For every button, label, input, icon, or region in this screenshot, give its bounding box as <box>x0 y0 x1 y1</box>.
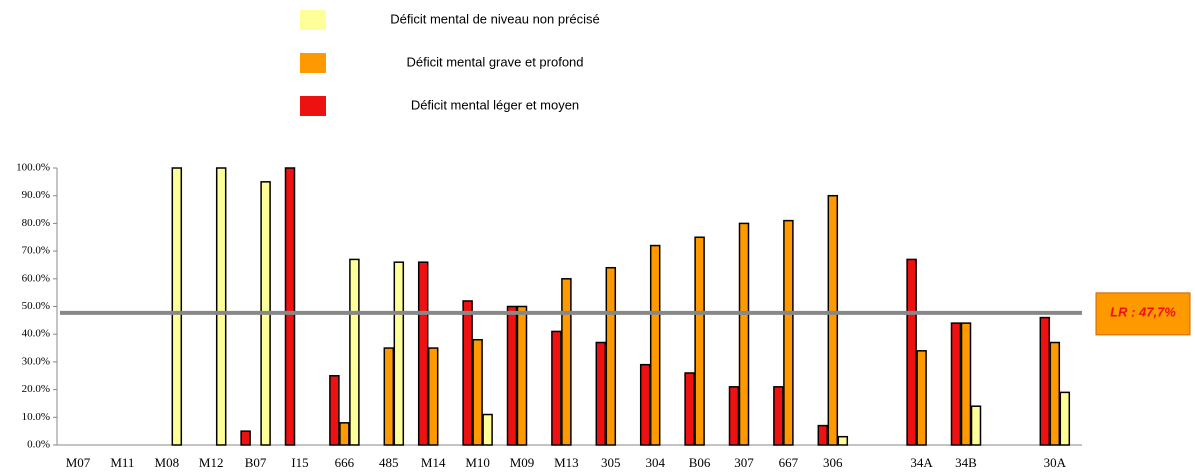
bar <box>284 167 296 446</box>
bar <box>649 244 661 446</box>
bar <box>970 405 982 446</box>
x-tick-label: 34B <box>955 455 977 470</box>
x-tick-label: 666 <box>335 455 355 470</box>
x-tick-label: 667 <box>779 455 799 470</box>
bar <box>516 305 528 446</box>
x-tick-label: M10 <box>465 455 490 470</box>
bar <box>837 435 849 446</box>
bar <box>684 372 695 446</box>
bar <box>349 258 360 446</box>
y-tick-label: 90.0% <box>22 189 50 201</box>
y-tick-label: 20.0% <box>22 383 50 395</box>
x-tick-label: 306 <box>823 455 843 470</box>
bar <box>595 341 607 446</box>
bar <box>950 322 962 446</box>
bar <box>1039 316 1051 446</box>
x-tick-label: I15 <box>291 455 308 470</box>
bar <box>783 219 794 446</box>
bar <box>393 261 405 446</box>
bar <box>728 386 740 446</box>
bar <box>329 375 340 446</box>
bar <box>1059 391 1071 446</box>
bar <box>482 413 493 446</box>
bar <box>506 305 518 446</box>
y-tick-label: 0.0% <box>27 439 50 451</box>
bar <box>561 278 572 446</box>
bar <box>472 338 483 446</box>
x-tick-label: M13 <box>554 455 579 470</box>
x-tick-label: M11 <box>110 455 134 470</box>
bar <box>605 266 617 446</box>
y-tick-label: 10.0% <box>22 411 50 423</box>
bar <box>738 222 750 446</box>
y-tick-label: 70.0% <box>22 245 50 257</box>
x-tick-label: 34A <box>910 455 933 470</box>
bar <box>240 430 251 446</box>
x-tick-label: B06 <box>689 455 711 470</box>
bar <box>960 322 972 446</box>
legend-swatch <box>300 10 326 30</box>
legend-label: Déficit mental de niveau non précisé <box>390 11 600 26</box>
x-tick-label: M12 <box>199 455 224 470</box>
bar <box>462 300 473 446</box>
bar <box>383 347 395 446</box>
bar <box>551 330 562 446</box>
legend-swatch <box>300 53 326 73</box>
bar <box>215 167 227 446</box>
bar <box>417 261 429 446</box>
y-tick-label: 40.0% <box>22 328 50 340</box>
x-tick-label: M08 <box>155 455 180 470</box>
x-tick-label: M09 <box>510 455 535 470</box>
y-tick-label: 60.0% <box>22 272 50 284</box>
bar <box>427 347 439 446</box>
bar <box>639 363 651 446</box>
legend-label: Déficit mental léger et moyen <box>411 97 579 112</box>
bar <box>906 258 917 446</box>
x-tick-label: 485 <box>379 455 399 470</box>
bar <box>171 167 183 446</box>
legend-swatch <box>300 96 326 116</box>
reference-box <box>1095 292 1191 336</box>
bar <box>817 424 829 446</box>
x-tick-label: 307 <box>734 455 754 470</box>
y-tick-label: 80.0% <box>22 217 50 229</box>
reference-label: LR : 47,7% <box>1110 304 1176 319</box>
x-tick-label: 305 <box>601 455 621 470</box>
bar <box>916 350 927 446</box>
y-tick-label: 30.0% <box>22 355 50 367</box>
y-tick-label: 100.0% <box>16 162 50 174</box>
y-tick-label: 50.0% <box>22 300 50 312</box>
bar <box>694 236 705 446</box>
x-tick-label: M14 <box>421 455 446 470</box>
bar <box>339 422 350 446</box>
x-tick-label: M07 <box>66 455 91 470</box>
x-tick-label: 30A <box>1044 455 1067 470</box>
bar <box>1049 341 1061 446</box>
x-tick-label: B07 <box>245 455 267 470</box>
legend-label: Déficit mental grave et profond <box>406 54 583 69</box>
x-tick-label: 304 <box>645 455 665 470</box>
bar <box>773 386 784 446</box>
bar <box>827 194 839 446</box>
